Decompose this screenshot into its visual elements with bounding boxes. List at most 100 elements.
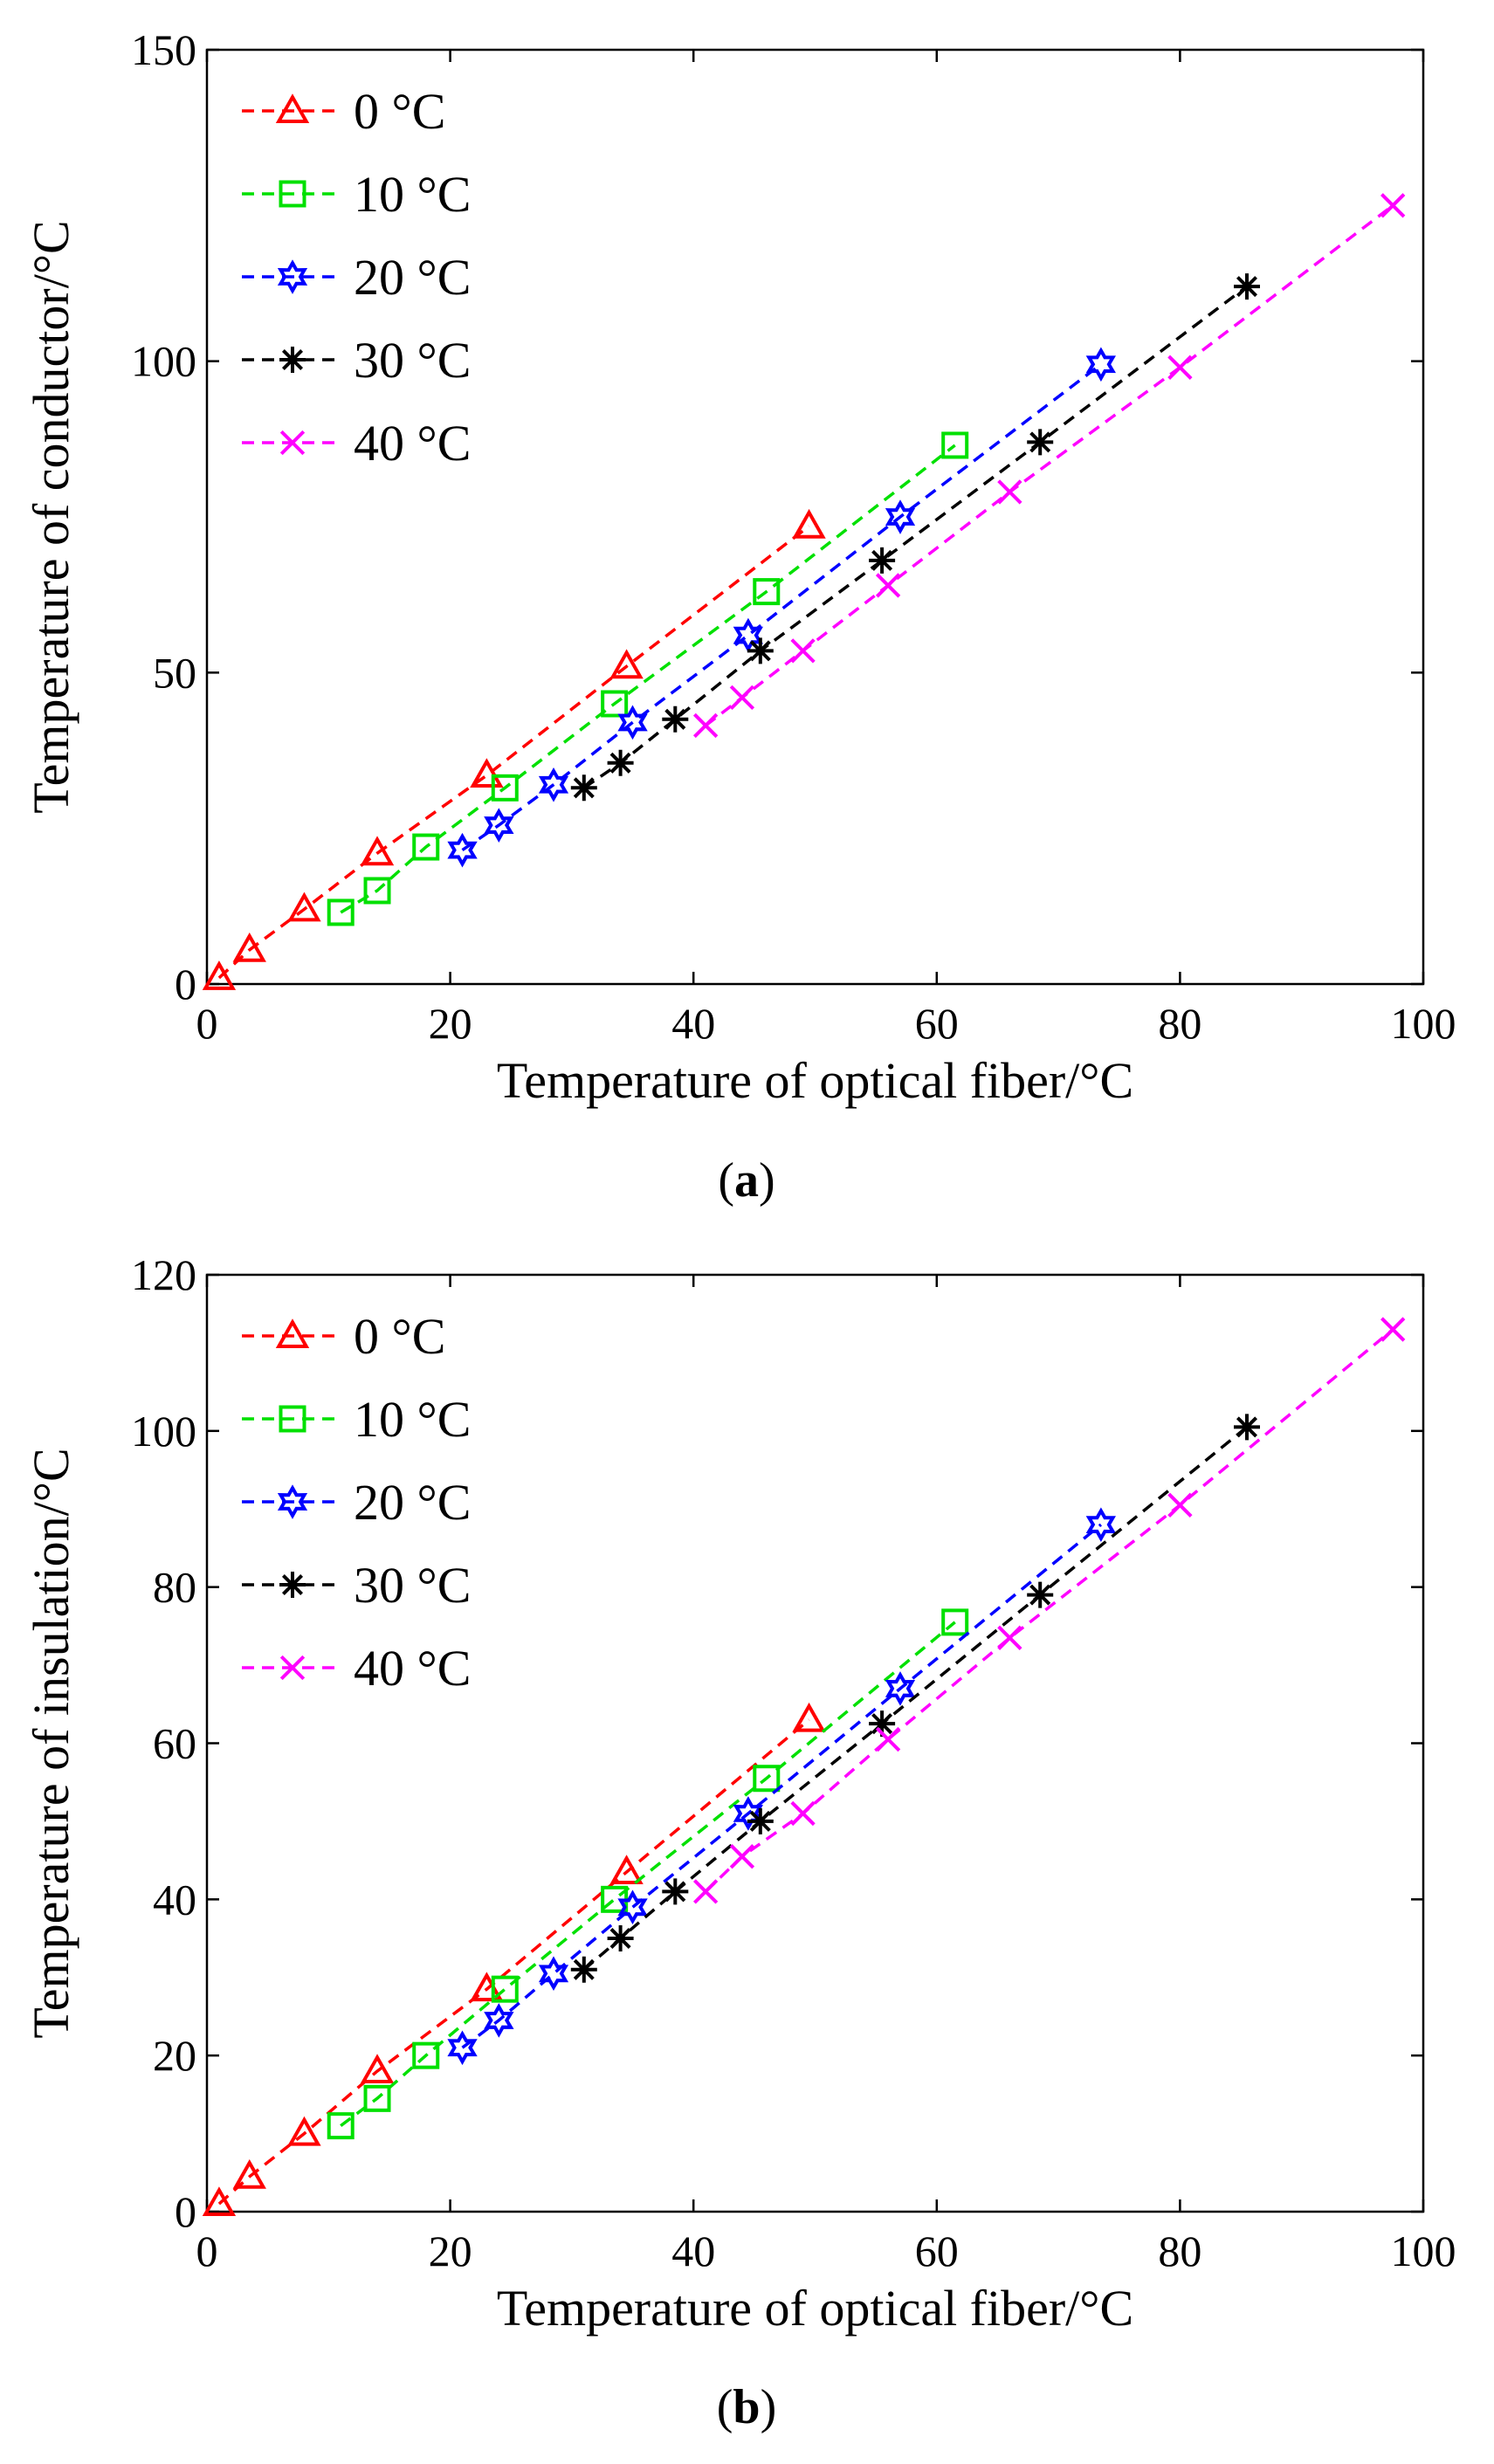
x-tick-label: 60 — [915, 2227, 959, 2275]
legend-item: 20 °C — [242, 1474, 471, 1531]
caption-close: ) — [759, 1153, 775, 1208]
legend-item: 30 °C — [242, 332, 471, 389]
y-tick-label: 0 — [175, 960, 196, 1008]
series-3 — [570, 1414, 1260, 1983]
legend-item: 0 °C — [242, 1308, 445, 1365]
legend: 0 °C 10 °C 20 °C 30 °C 40 °C — [242, 83, 471, 471]
legend-marker — [279, 1405, 306, 1433]
data-point — [790, 638, 816, 664]
data-point — [869, 547, 896, 574]
data-point — [570, 774, 597, 802]
x-axis-label: Temperature of optical fiber/°C — [497, 2280, 1133, 2337]
legend-marker — [279, 430, 306, 456]
x-tick-label: 100 — [1391, 999, 1456, 1048]
data-point — [729, 1843, 755, 1869]
legend-item: 10 °C — [242, 166, 471, 223]
series-line — [340, 444, 956, 914]
legend-item: 10 °C — [242, 1391, 471, 1448]
series-line — [705, 203, 1394, 727]
legend-label: 40 °C — [354, 415, 471, 471]
data-point — [753, 578, 781, 606]
data-point — [662, 1878, 689, 1905]
data-point — [202, 2186, 237, 2217]
data-point — [997, 479, 1022, 505]
data-point — [1234, 273, 1260, 300]
x-tick-label: 40 — [671, 2227, 715, 2275]
data-point — [747, 637, 774, 664]
y-axis-label: Temperature of conductor/°C — [23, 220, 79, 813]
series-4 — [692, 193, 1406, 739]
data-point — [570, 1956, 597, 1983]
data-point — [327, 898, 355, 926]
x-tick-label: 0 — [196, 999, 218, 1048]
legend-item: 40 °C — [242, 1640, 471, 1697]
x-tick-label: 0 — [196, 2227, 218, 2275]
data-point — [875, 1726, 901, 1752]
data-point — [692, 1879, 719, 1904]
panel-caption: (a) — [718, 1153, 775, 1208]
data-point — [1085, 1507, 1117, 1542]
legend-label: 10 °C — [354, 166, 471, 223]
y-axis-label: Temperature of insulation/°C — [23, 1448, 79, 2038]
series-4 — [692, 1317, 1406, 1904]
panel-caption: (b) — [717, 2380, 776, 2434]
y-tick-label: 20 — [153, 2031, 196, 2080]
y-tick-label: 100 — [131, 1407, 196, 1456]
series-2 — [447, 1507, 1117, 2066]
series-line — [217, 1718, 810, 2206]
series-0 — [202, 1702, 826, 2217]
x-tick-label: 40 — [671, 999, 715, 1048]
data-point — [538, 1956, 569, 1992]
series-line — [340, 1621, 956, 2128]
data-point — [869, 1710, 896, 1738]
data-point — [360, 2054, 395, 2084]
data-point — [1027, 1581, 1054, 1608]
x-tick-label: 20 — [429, 2227, 472, 2275]
x-tick-label: 60 — [915, 999, 959, 1048]
legend-label: 0 °C — [354, 83, 445, 140]
legend-marker — [279, 180, 306, 208]
data-point — [609, 649, 644, 679]
legend-marker — [275, 93, 310, 123]
data-point — [287, 2116, 321, 2146]
x-tick-label: 20 — [429, 999, 472, 1048]
caption-close: ) — [761, 2380, 777, 2434]
data-point — [1380, 193, 1406, 218]
plot-frame — [205, 48, 1425, 986]
data-point — [941, 431, 969, 459]
legend-label: 20 °C — [354, 1474, 471, 1531]
data-point — [607, 1925, 634, 1951]
data-point — [491, 774, 519, 802]
data-point — [662, 705, 689, 733]
legend-label: 30 °C — [354, 1557, 471, 1614]
caption-open: ( — [718, 1153, 734, 1208]
data-point — [997, 1625, 1022, 1650]
caption-open: ( — [717, 2380, 733, 2434]
x-tick-label: 100 — [1391, 2227, 1456, 2275]
legend-marker — [277, 1484, 308, 1519]
data-point — [287, 891, 321, 922]
data-point — [491, 1975, 519, 2003]
legend-label: 0 °C — [354, 1308, 445, 1365]
x-tick-label: 80 — [1158, 2227, 1201, 2275]
legend-marker — [275, 1318, 310, 1348]
series-line — [461, 1523, 1103, 2049]
data-point — [792, 1702, 826, 1732]
legend-label: 10 °C — [354, 1391, 471, 1448]
data-point — [1085, 347, 1117, 382]
data-point — [412, 2041, 440, 2069]
data-point — [1167, 354, 1193, 380]
data-point — [202, 960, 237, 990]
data-point — [1027, 429, 1054, 456]
data-point — [360, 836, 395, 866]
series-3 — [570, 273, 1260, 802]
caption-letter: a — [734, 1153, 759, 1208]
legend-label: 20 °C — [354, 249, 471, 306]
x-tick-label: 80 — [1158, 999, 1201, 1048]
data-point — [617, 705, 648, 740]
series-line — [582, 1426, 1249, 1972]
legend-item: 20 °C — [242, 249, 471, 306]
data-point — [885, 499, 916, 534]
